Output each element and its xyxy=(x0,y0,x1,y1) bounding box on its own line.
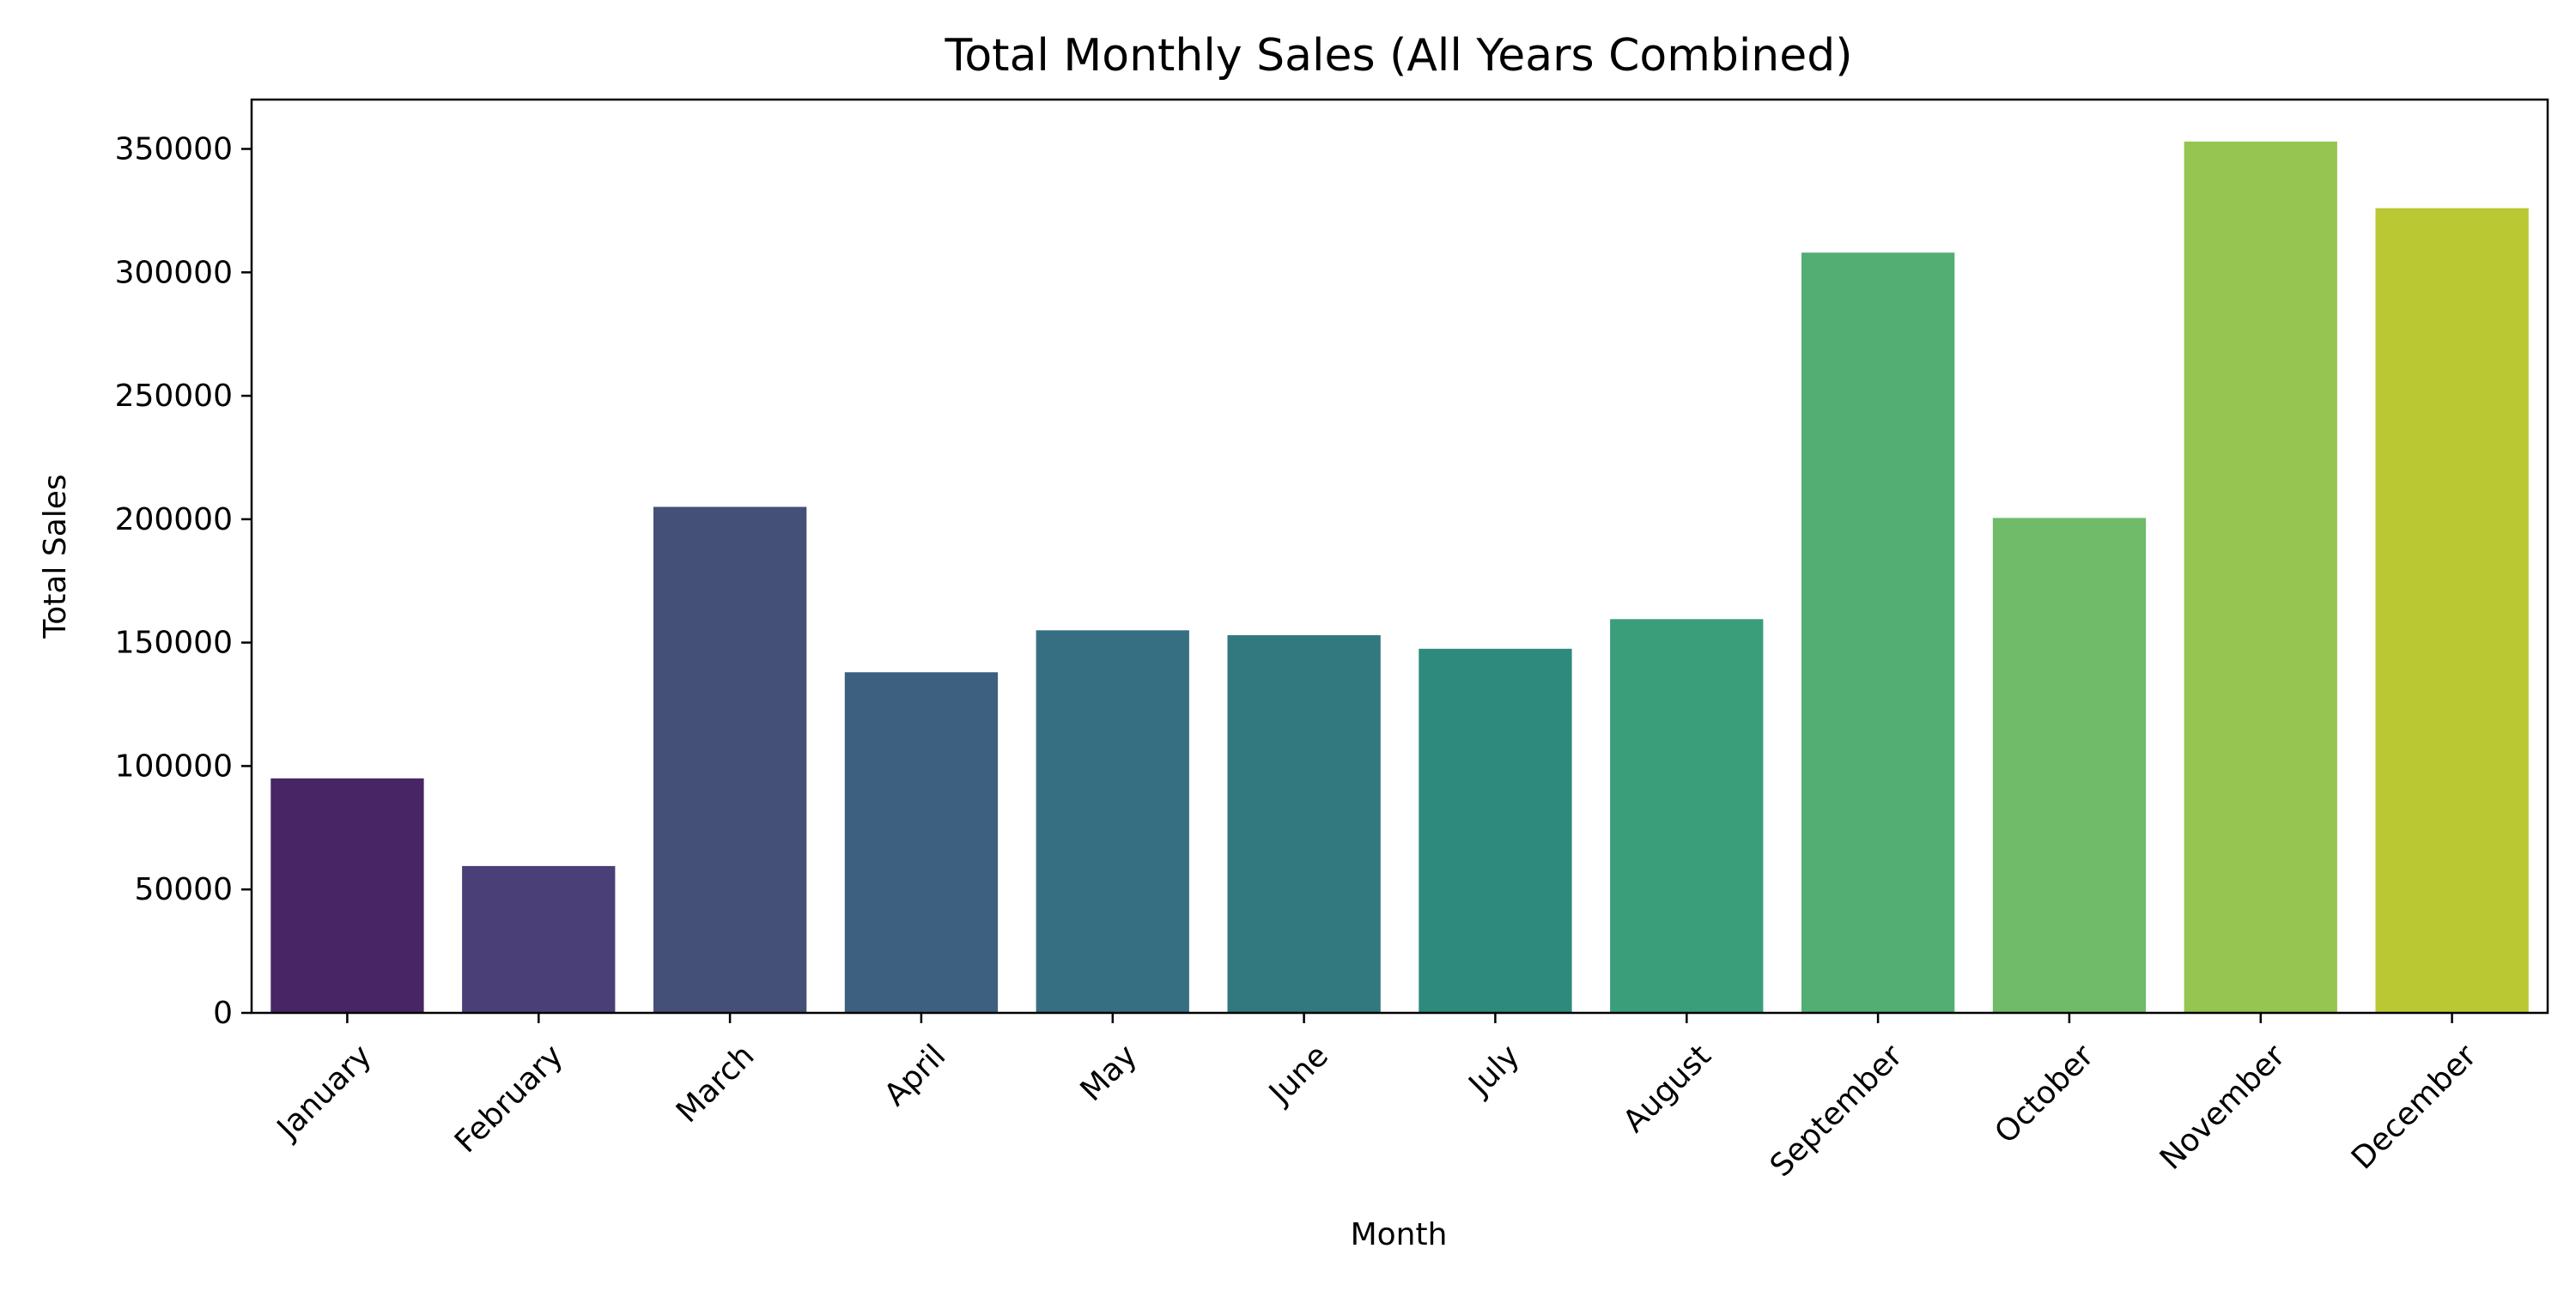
bar-august xyxy=(1610,619,1764,1013)
x-axis: January February March April May June July Augu… xyxy=(270,1013,2483,1184)
bar-may xyxy=(1036,630,1189,1013)
x-tick-label: May xyxy=(1074,1038,1145,1108)
x-tick-label: February xyxy=(448,1038,570,1160)
x-tick-label: September xyxy=(1764,1038,1910,1184)
y-tick-label: 0 xyxy=(213,996,233,1031)
y-tick-label: 50000 xyxy=(134,872,233,907)
y-tick-label: 200000 xyxy=(115,502,233,537)
x-axis-label: Month xyxy=(1351,1217,1448,1252)
y-tick-label: 250000 xyxy=(115,379,233,414)
bar-march xyxy=(653,506,807,1013)
bar-june xyxy=(1227,635,1381,1013)
chart-title: Total Monthly Sales (All Years Combined) xyxy=(944,30,1852,82)
bar-october xyxy=(1992,518,2147,1013)
x-tick-label: October xyxy=(1988,1038,2100,1150)
bar-december xyxy=(2375,208,2529,1013)
x-tick-label: June xyxy=(1261,1038,1335,1112)
bar-april xyxy=(844,672,999,1013)
x-tick-label: December xyxy=(2345,1038,2483,1176)
plot-frame xyxy=(250,98,2549,1015)
x-tick-label: January xyxy=(270,1038,379,1147)
y-tick-label: 150000 xyxy=(115,626,233,661)
x-tick-label: April xyxy=(878,1038,952,1112)
bar-february xyxy=(462,865,616,1013)
y-axis: 0 50000 100000 150000 200000 250000 300000 3500… xyxy=(115,132,252,1031)
x-tick-label: November xyxy=(2154,1038,2293,1177)
bar-january xyxy=(270,778,424,1013)
bar-november xyxy=(2184,141,2337,1013)
y-tick-label: 350000 xyxy=(115,132,233,167)
x-tick-label: March xyxy=(670,1038,762,1130)
bar-september xyxy=(1801,252,1955,1013)
bars xyxy=(270,141,2529,1013)
x-tick-label: August xyxy=(1617,1038,1718,1139)
x-tick-label: July xyxy=(1461,1038,1527,1103)
bar-july xyxy=(1419,648,1572,1013)
y-tick-label: 100000 xyxy=(115,749,233,784)
y-tick-label: 300000 xyxy=(115,255,233,290)
y-axis-label: Total Sales xyxy=(38,474,73,639)
